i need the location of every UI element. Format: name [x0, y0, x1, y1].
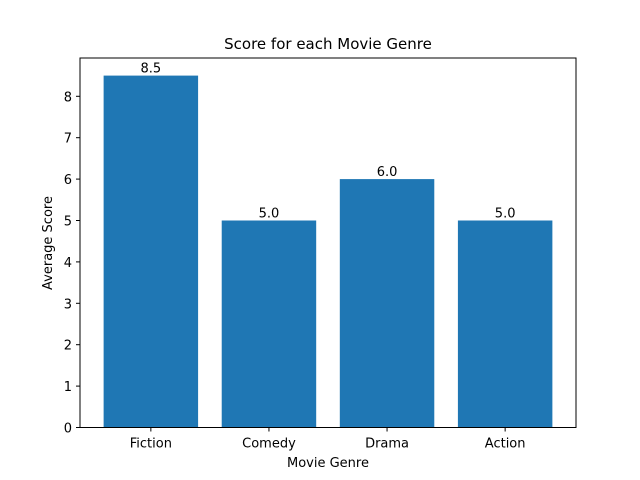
y-axis-label: Average Score [41, 196, 56, 290]
y-tick-label-6: 6 [64, 173, 72, 188]
bar-drama [339, 179, 435, 428]
x-tick-label-drama: Drama [365, 437, 409, 452]
bars-group [103, 75, 553, 428]
bar-value-labels: 8.5 5.0 6.0 5.0 [141, 62, 516, 222]
bar-value-label-drama: 6.0 [377, 165, 398, 180]
bar-fiction [103, 75, 199, 428]
bar-value-label-fiction: 8.5 [141, 62, 162, 77]
bar-comedy [221, 220, 317, 428]
y-tick-label-7: 7 [64, 132, 72, 147]
plot-frame [79, 57, 577, 428]
y-tick-label-5: 5 [64, 214, 72, 229]
y-tick-label-8: 8 [64, 90, 72, 105]
y-tick-label-2: 2 [64, 339, 72, 354]
y-axis-ticks: 0 1 2 3 4 5 6 7 8 [64, 90, 80, 437]
x-tick-label-comedy: Comedy [242, 437, 296, 452]
bar-value-label-action: 5.0 [495, 206, 516, 221]
x-axis-ticks: Fiction Comedy Drama Action [130, 427, 526, 452]
chart-title: Score for each Movie Genre [224, 35, 432, 53]
bar-value-label-comedy: 5.0 [259, 206, 280, 221]
y-tick-label-3: 3 [64, 297, 72, 312]
x-tick-label-action: Action [485, 437, 526, 452]
x-tick-label-fiction: Fiction [130, 437, 172, 452]
bar-action [457, 220, 553, 428]
y-tick-label-1: 1 [64, 380, 72, 395]
y-tick-label-4: 4 [64, 256, 72, 271]
y-tick-label-0: 0 [64, 422, 72, 437]
x-axis-label: Movie Genre [287, 456, 369, 471]
